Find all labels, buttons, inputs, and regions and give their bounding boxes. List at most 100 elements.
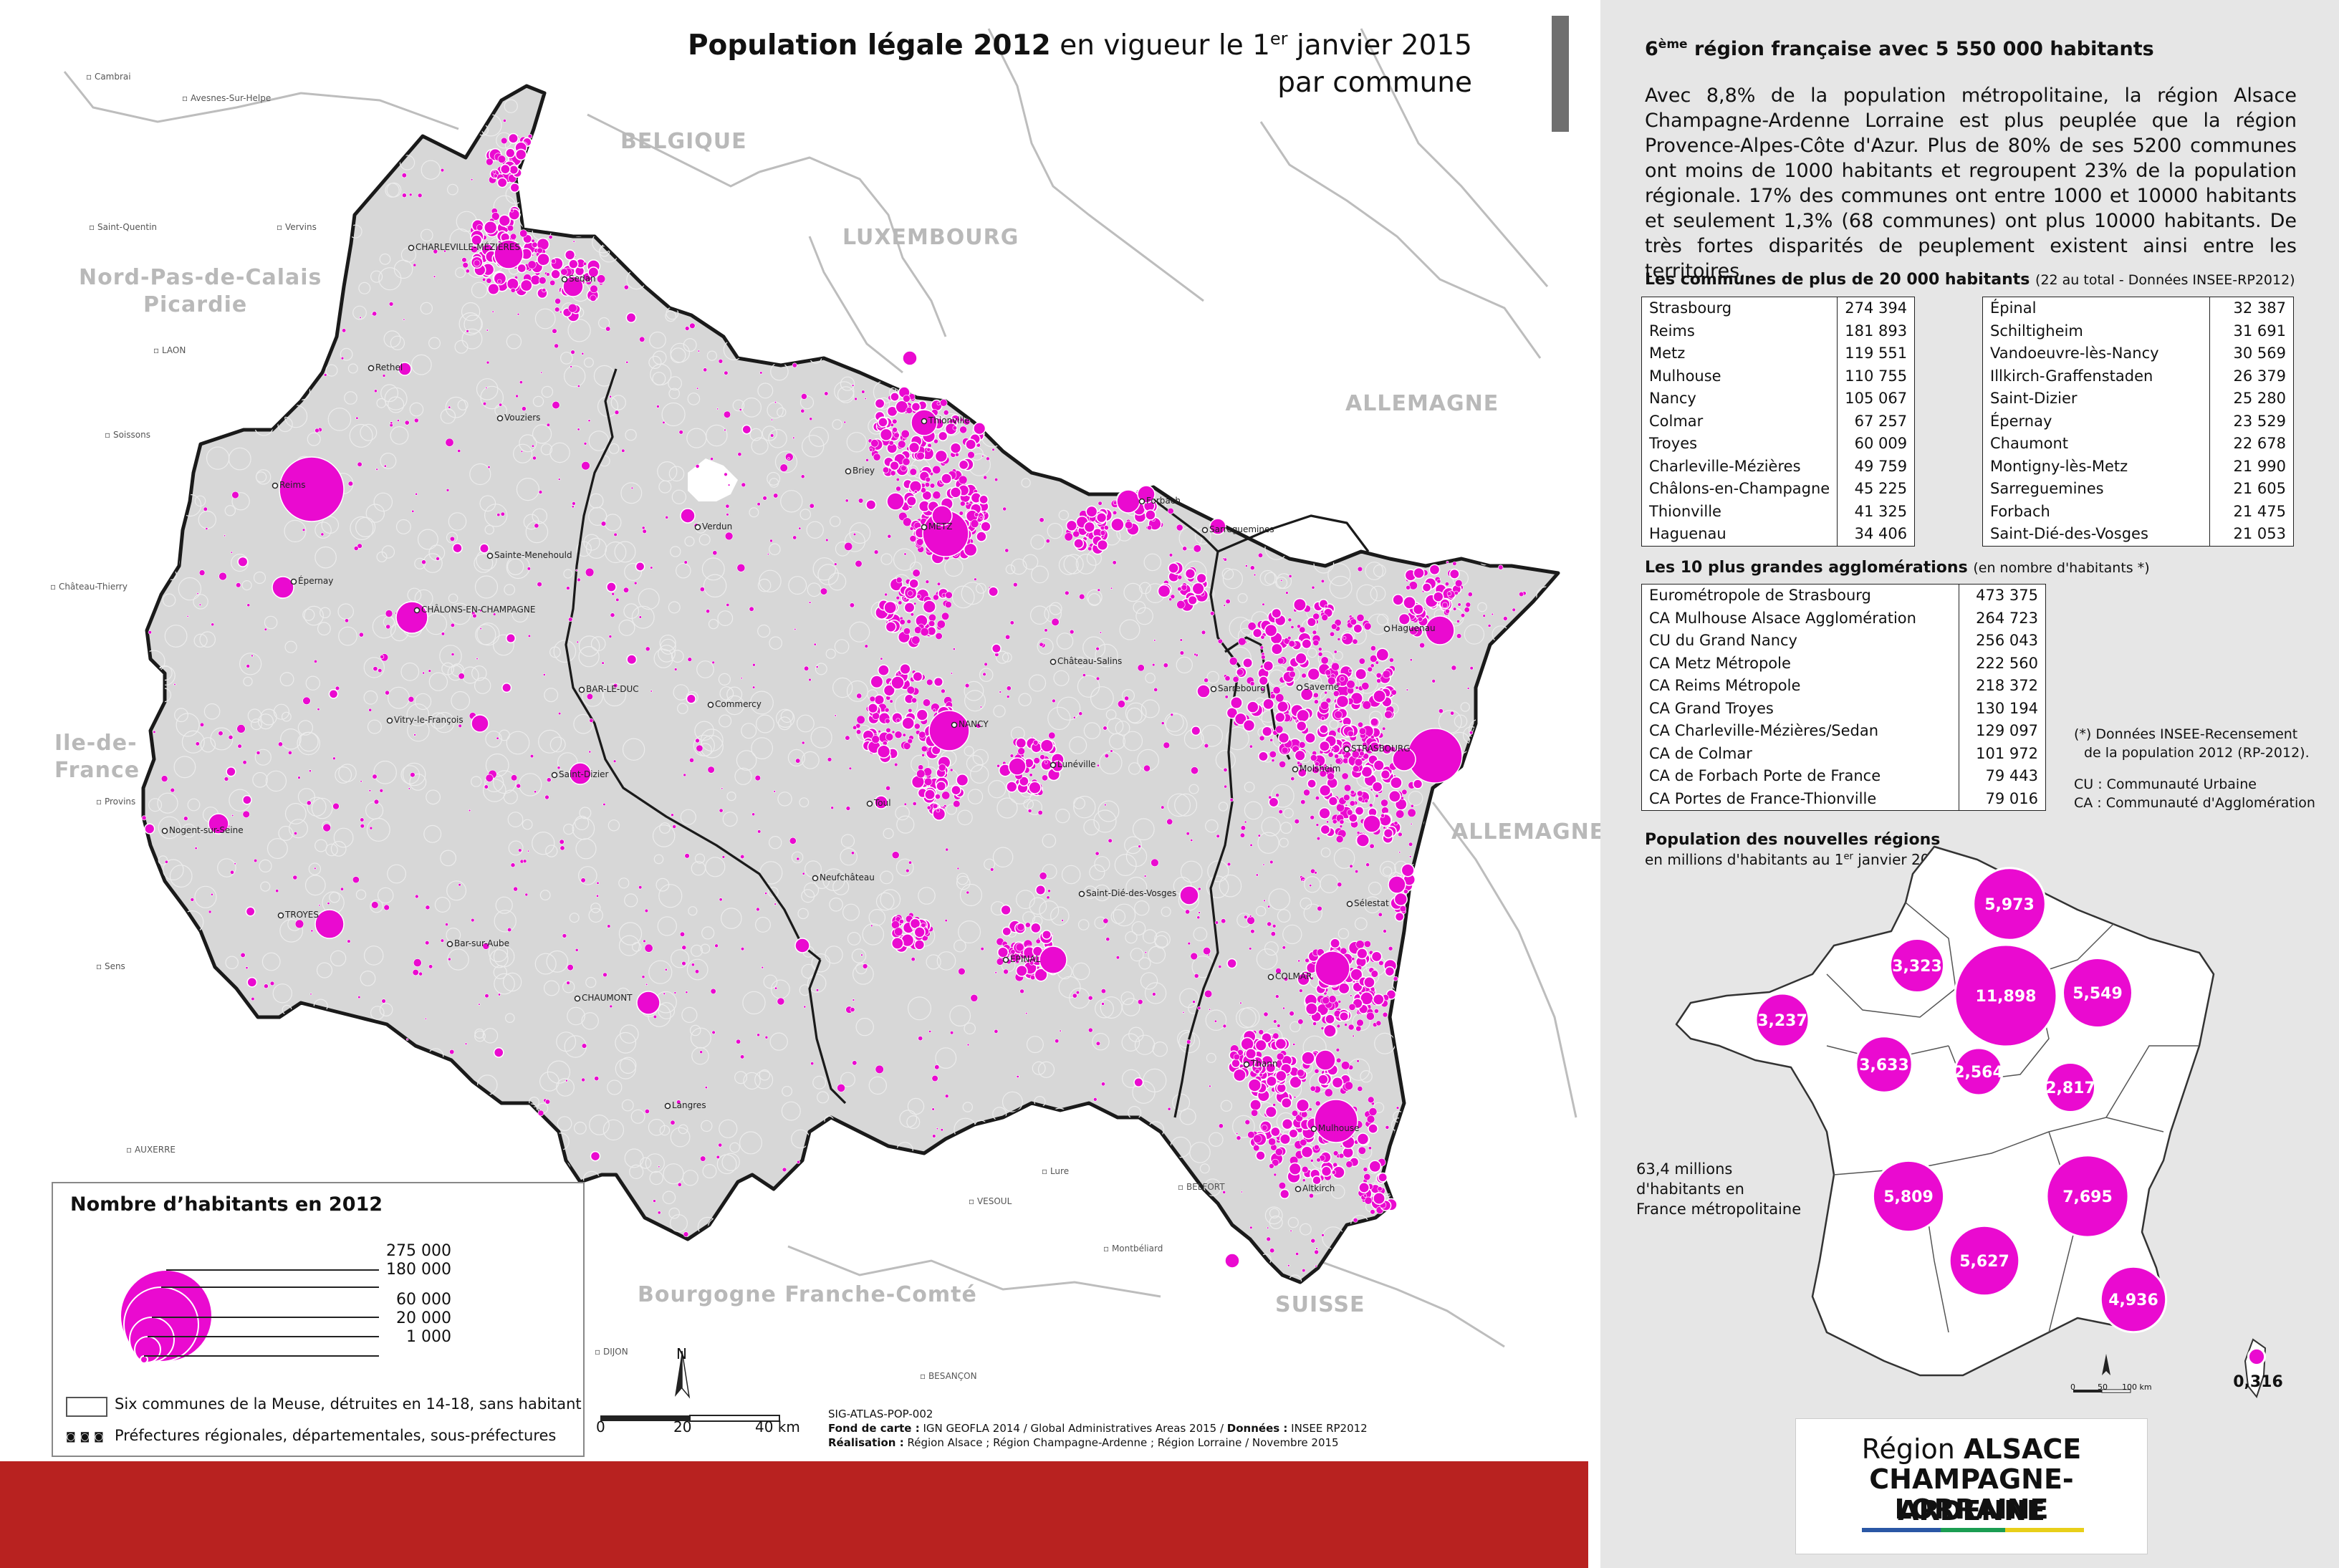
commune-bubble [773,790,776,793]
commune-cell [678,1124,688,1135]
commune-bubble [1181,584,1188,591]
commune-cell [1450,860,1460,870]
commune-cell [1210,323,1224,337]
commune-cell [754,1070,774,1090]
commune-cell [1098,800,1120,822]
commune-cell [1259,569,1276,586]
commune-cell [502,972,522,992]
commune-bubble [493,173,498,178]
commune-bubble [1042,774,1049,781]
commune-cell [1404,1204,1420,1220]
commune-bubble [1245,1048,1257,1060]
commune-cell [648,1119,666,1136]
region-bubble-label: 4,936 [2108,1292,2158,1309]
commune-bubble [372,311,378,317]
commune-bubble [1375,794,1379,798]
commune-cell [193,196,208,210]
commune-bubble [1312,639,1320,646]
commune-cell [607,819,620,832]
commune-cell [1315,485,1325,495]
commune-bubble [581,352,585,355]
commune-bubble [540,371,543,374]
commune-bubble [1327,772,1335,781]
cell-value: 222 560 [1958,652,2047,675]
commune-cell [1481,758,1492,769]
commune-cell [218,1145,228,1155]
commune-bubble [1266,1236,1271,1242]
commune-bubble [1396,1106,1400,1110]
commune-cell [471,665,487,681]
commune-bubble [925,476,931,483]
commune-bubble [956,867,960,870]
commune-bubble [1224,784,1227,789]
commune-cell [1092,1032,1110,1051]
commune-bubble [509,165,519,175]
commune-bubble [236,724,246,734]
commune-cell [799,509,812,520]
commune-bubble [984,662,988,667]
commune-cell [325,114,345,135]
commune-bubble [186,615,189,617]
commune-bubble [482,942,490,950]
commune-bubble [1272,686,1281,695]
commune-cell [983,1142,999,1158]
commune-cell [739,1131,762,1155]
commune-bubble [465,269,470,274]
commune-cell [1189,107,1209,126]
commune-cell [962,1102,974,1112]
city-label-chalons: CHÂLONS-EN-CHAMPAGNE [421,605,536,615]
commune-bubble [1351,957,1355,961]
commune-cell [1384,150,1406,172]
commune-bubble [575,948,579,952]
commune-bubble [1287,617,1292,622]
commune-bubble [935,794,941,799]
commune-bubble [1073,538,1085,549]
commune-bubble [848,766,852,771]
commune-bubble [1153,639,1156,642]
commune-bubble [890,470,896,476]
commune-cell [578,646,600,668]
commune-cell [423,824,442,843]
commune-cell [1012,161,1023,172]
cell-name: CA Metz Métropole [1641,652,1959,675]
commune-bubble [895,400,909,414]
commune-cell [253,571,266,585]
commune-bubble [1449,568,1460,579]
commune-cell [1431,1240,1456,1264]
commune-bubble [1297,767,1307,778]
commune-bubble [1350,789,1355,795]
commune-bubble [228,734,234,740]
commune-cell [1105,409,1118,421]
commune-cell [316,962,333,978]
commune-bubble [1182,1011,1185,1014]
commune-cell [625,1208,636,1220]
commune-cell [936,951,956,971]
cell-name: Charleville-Mézières [1641,455,1838,478]
commune-cell [280,728,302,750]
commune-cell [193,633,208,648]
legend-value: 180 000 [386,1261,451,1279]
commune-bubble [852,999,855,1001]
commune-cell [648,355,662,369]
commune-bubble [1297,1069,1305,1077]
commune-bubble [1452,561,1457,566]
commune-cell [1226,726,1249,751]
cell-name: Sarreguemines [1982,478,2211,501]
commune-cell [1199,180,1222,203]
commune-bubble [1456,620,1460,623]
commune-cell [1472,271,1483,282]
commune-bubble [534,790,537,794]
commune-bubble [773,493,779,499]
commune-bubble [782,1167,787,1173]
bubble-selestat [1388,875,1406,894]
commune-cell [1333,847,1355,869]
commune-bubble [934,1064,940,1070]
commune-cell [543,980,559,996]
commune-cell [988,103,1012,128]
commune-bubble [340,356,345,360]
commune-bubble [656,405,660,408]
commune-cell [1299,1223,1312,1236]
commune-cell [706,424,728,447]
commune-cell [482,779,506,802]
commune-cell [931,1236,946,1251]
